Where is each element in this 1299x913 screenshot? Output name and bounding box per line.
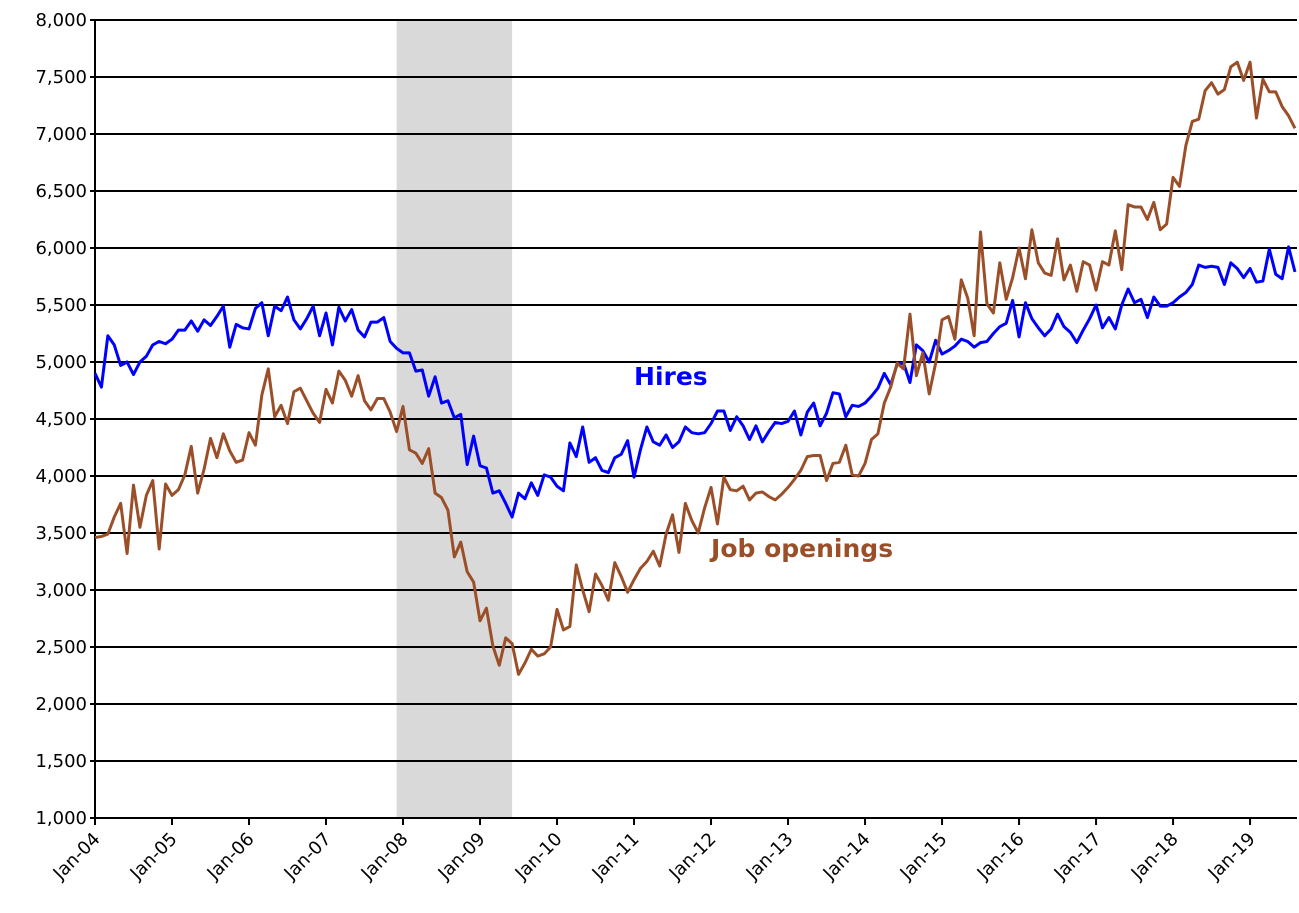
x-tick-label: Jan-08 <box>357 829 413 885</box>
x-tick-label: Jan-14 <box>819 829 875 885</box>
series-line <box>94 60 1297 676</box>
x-tick-label: Jan-06 <box>203 829 259 885</box>
y-tick-label: 5,500 <box>35 295 87 316</box>
y-tick-label: 3,000 <box>35 580 87 601</box>
x-tick-label: Jan-09 <box>434 829 490 885</box>
x-tick-label: Jan-07 <box>280 829 336 885</box>
y-tick-label: 7,000 <box>35 124 87 145</box>
y-tick-label: 4,500 <box>35 409 87 430</box>
y-tick-label: 1,500 <box>35 751 87 772</box>
series-line <box>93 245 1297 519</box>
y-tick-label: 6,500 <box>35 181 87 202</box>
x-tick-label: Jan-12 <box>665 829 721 885</box>
y-tick-label: 6,000 <box>35 238 87 259</box>
x-tick-label: Jan-05 <box>126 829 182 885</box>
y-tick-label: 5,000 <box>35 352 87 373</box>
x-tick-label: Jan-04 <box>49 829 105 885</box>
x-tick-label: Jan-13 <box>742 829 798 885</box>
y-tick-label: 1,000 <box>35 808 87 829</box>
x-tick-label: Jan-10 <box>511 829 567 885</box>
y-tick-label: 8,000 <box>35 10 87 31</box>
annotation: Job openings <box>709 534 893 563</box>
y-tick-label: 4,000 <box>35 466 87 487</box>
x-tick-label: Jan-17 <box>1050 829 1106 885</box>
y-tick-label: 7,500 <box>35 67 87 88</box>
y-tick-label: 2,000 <box>35 694 87 715</box>
y-tick-label: 3,500 <box>35 523 87 544</box>
x-tick-label: Jan-18 <box>1127 829 1183 885</box>
x-tick-label: Jan-11 <box>588 829 644 885</box>
y-tick-label: 2,500 <box>35 637 87 658</box>
x-tick-label: Jan-16 <box>973 829 1029 885</box>
annotation: Hires <box>634 362 708 391</box>
x-tick-label: Jan-15 <box>896 829 952 885</box>
x-tick-label: Jan-19 <box>1204 829 1260 885</box>
